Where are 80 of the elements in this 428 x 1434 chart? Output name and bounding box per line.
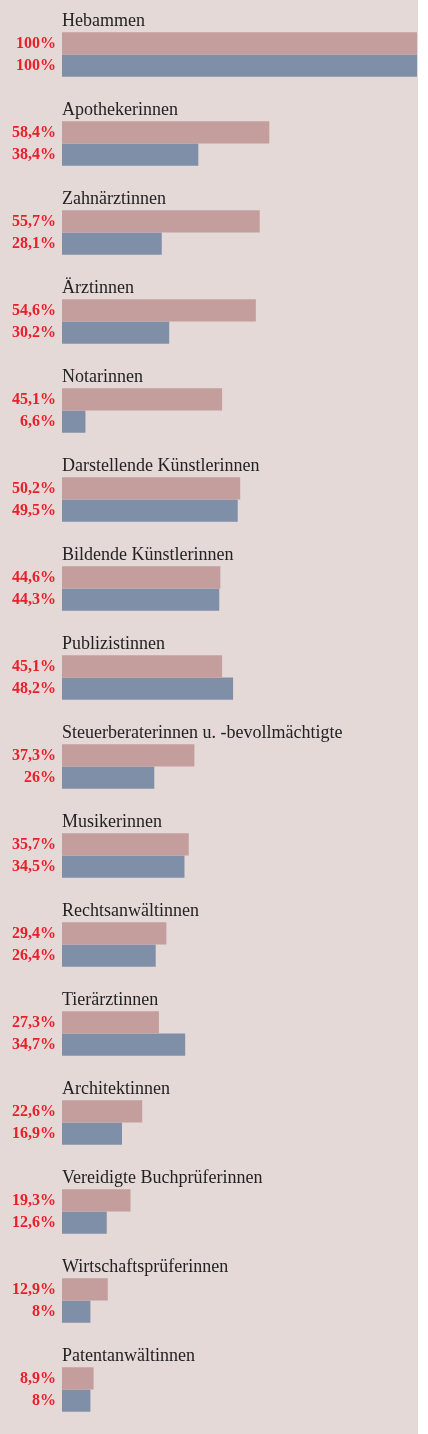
bar	[62, 922, 167, 945]
data-label: 27,3%	[12, 1012, 56, 1030]
bar	[62, 54, 417, 77]
data-label: 100%	[16, 33, 56, 51]
bar	[62, 321, 170, 344]
data-label: 48,2%	[12, 678, 56, 696]
data-label: 12,6%	[12, 1212, 56, 1230]
data-label: 8,9%	[20, 1368, 56, 1386]
bar	[62, 477, 241, 500]
data-label: 45,1%	[12, 656, 56, 674]
bar	[62, 944, 156, 967]
bar	[62, 143, 199, 166]
data-label: 8%	[32, 1390, 56, 1408]
bar	[62, 677, 234, 700]
data-label: 19,3%	[12, 1190, 56, 1208]
data-label: 28,1%	[12, 233, 56, 251]
data-label: 45,1%	[12, 389, 56, 407]
data-label: 22,6%	[12, 1101, 56, 1119]
data-label: 26%	[24, 767, 56, 785]
bar	[62, 833, 189, 856]
bar	[62, 655, 223, 678]
y-tick-label: Wirtschaftsprüferinnen	[62, 1256, 229, 1277]
data-label: 16,9%	[12, 1123, 56, 1141]
bar	[62, 588, 220, 611]
data-label: 30,2%	[12, 322, 56, 340]
y-tick-label: Notarinnen	[62, 366, 143, 387]
data-label: 34,7%	[12, 1034, 56, 1052]
data-label: 38,4%	[12, 144, 56, 162]
y-tick-label: Rechtsanwältinnen	[62, 900, 199, 921]
bar	[62, 499, 238, 522]
y-tick-label: Architektinnen	[62, 1078, 170, 1099]
bar	[62, 121, 270, 144]
data-label: 34,5%	[12, 856, 56, 874]
y-tick-label: Musikerinnen	[62, 811, 162, 832]
bar	[62, 232, 162, 255]
bar	[62, 1389, 91, 1412]
data-label: 55,7%	[12, 211, 56, 229]
y-tick-label: Patentanwältinnen	[62, 1345, 195, 1366]
bar	[62, 410, 86, 433]
y-tick-label: Bildende Künstlerinnen	[62, 544, 234, 565]
y-tick-label: Apothekerinnen	[62, 99, 178, 120]
y-tick-label: Tierärztinnen	[62, 989, 159, 1010]
bar	[62, 1367, 94, 1390]
data-label: 12,9%	[12, 1279, 56, 1297]
y-tick-label: Steuerberaterinnen u. -bevollmächtigte	[62, 722, 343, 743]
bar	[62, 210, 260, 233]
bar	[62, 566, 221, 589]
y-tick-label: Publizistinnen	[62, 633, 165, 654]
bar	[62, 1011, 159, 1034]
bar	[62, 388, 223, 411]
bar	[62, 1122, 122, 1145]
bar	[62, 32, 417, 55]
bar	[62, 1033, 186, 1056]
data-label: 29,4%	[12, 923, 56, 941]
y-tick-label: Ärztinnen	[62, 277, 134, 298]
y-tick-label: Darstellende Künstlerinnen	[62, 455, 260, 476]
bar	[62, 1278, 108, 1301]
bar	[62, 299, 256, 322]
data-label: 44,3%	[12, 589, 56, 607]
data-label: 100%	[16, 55, 56, 73]
data-label: 37,3%	[12, 745, 56, 763]
bar	[62, 1189, 131, 1212]
data-label: 6,6%	[20, 411, 56, 429]
data-label: 50,2%	[12, 478, 56, 496]
data-label: 44,6%	[12, 567, 56, 585]
bar	[62, 744, 195, 767]
y-tick-label: Hebammen	[62, 10, 145, 31]
data-label: 35,7%	[12, 834, 56, 852]
bar	[62, 1100, 143, 1123]
y-tick-label: Vereidigte Buchprüferinnen	[62, 1167, 263, 1188]
data-label: 49,5%	[12, 500, 56, 518]
data-label: 8%	[32, 1301, 56, 1319]
bar	[62, 855, 185, 878]
bar	[62, 1211, 107, 1234]
bar	[62, 1300, 91, 1323]
y-tick-label: Zahnärztinnen	[62, 188, 166, 209]
data-label: 26,4%	[12, 945, 56, 963]
data-label: 58,4%	[12, 122, 56, 140]
bar	[62, 766, 155, 789]
data-label: 54,6%	[12, 300, 56, 318]
